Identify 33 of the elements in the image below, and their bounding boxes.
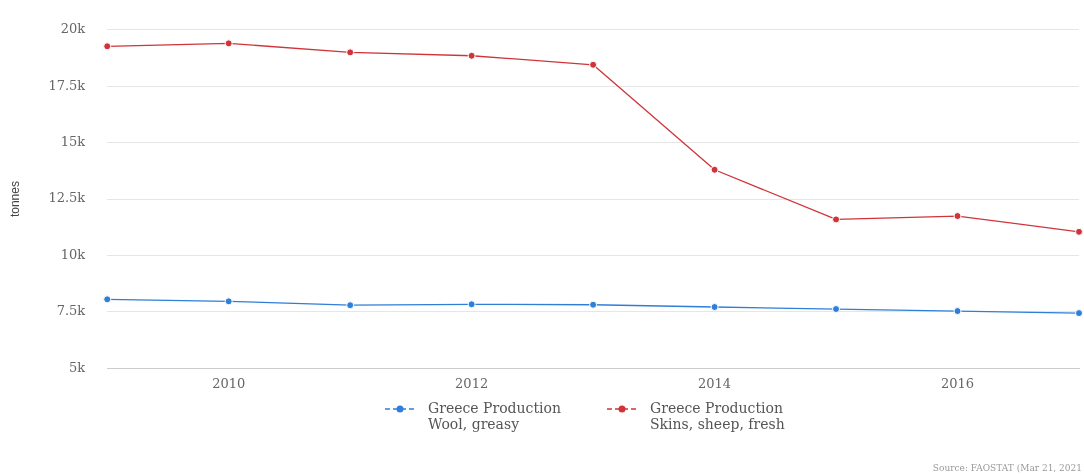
y-tick-label: 7.5k [56,303,86,319]
y-tick-label: 12.5k [48,190,86,206]
point [710,165,719,174]
point [224,39,233,48]
legend-label: Greece Production Wool, greasy [428,400,562,432]
point [710,303,719,311]
point [832,305,841,314]
point [589,300,598,309]
x-tick-label: 2010 [212,375,246,391]
point [953,307,962,316]
point [103,42,112,51]
point [832,215,841,224]
point [346,301,355,310]
y-tick-label: 10k [60,246,86,262]
point [1075,309,1083,318]
x-tick-label: 2014 [698,375,732,391]
point [1075,227,1083,236]
point [467,51,476,60]
y-tick-label: 20k [60,21,86,37]
point [589,60,598,69]
x-tick-label: 2012 [455,375,489,391]
y-tick-label: 5k [69,359,86,375]
point [103,295,112,304]
point [346,48,355,57]
point [467,300,476,309]
y-axis-title: tonnes [7,181,22,218]
y-tick-label: 17.5k [48,77,86,93]
source-note: Source: FAOSTAT (Mar 21, 2021 [932,463,1082,473]
point [953,212,962,221]
y-tick-label: 15k [60,134,86,150]
x-tick-label: 2016 [940,375,975,391]
point [224,297,233,306]
legend-label: Greece Production Skins, sheep, fresh [650,400,786,432]
